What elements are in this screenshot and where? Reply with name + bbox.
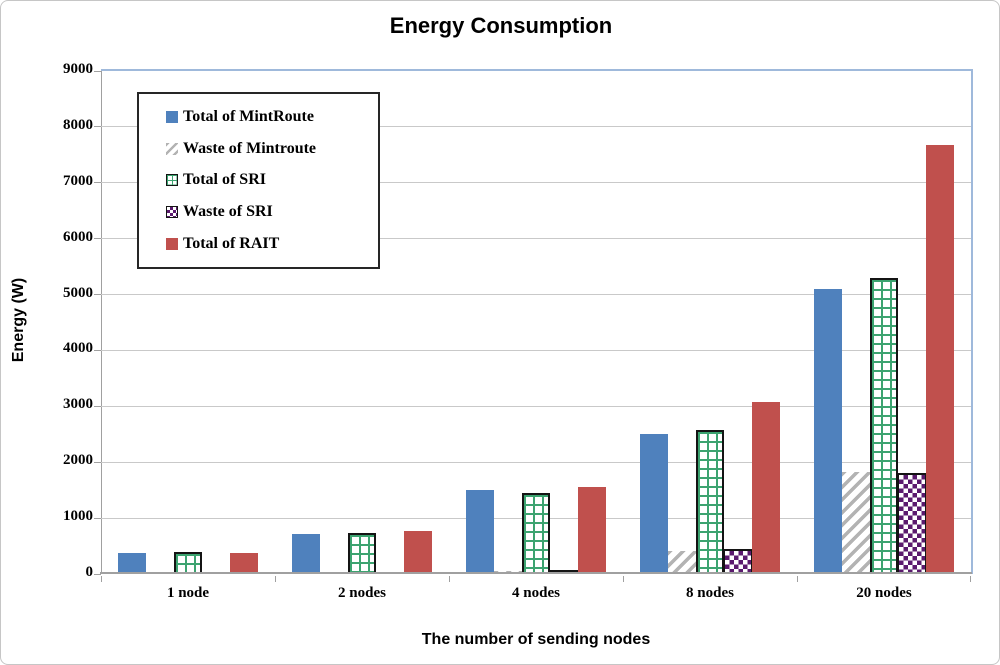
legend-swatch-solid-red-icon (166, 238, 178, 251)
legend-label: Total of RAIT (183, 235, 280, 253)
legend-item-diagonal-hatch-gray: Waste of Mintroute (166, 140, 378, 158)
x-axis-tick-0 (101, 576, 102, 582)
legend-swatch-solid-blue-icon (166, 110, 178, 123)
y-axis-tick-3000 (94, 405, 101, 407)
x-axis-line (100, 572, 972, 574)
bar-diagonal-hatch-gray-20-nodes (842, 472, 870, 574)
bar-checker-purple-8-nodes (724, 548, 752, 574)
bar-solid-blue-20-nodes (814, 288, 842, 574)
x-axis-tick-5 (970, 576, 971, 582)
x-axis-title: The number of sending nodes (421, 631, 651, 648)
legend-item-solid-blue: Total of MintRoute (166, 108, 378, 126)
y-axis-tick-1000 (94, 517, 101, 519)
y-tick-label-1000: 1000 (63, 508, 93, 525)
legend: Total of MintRoute Waste of Mintroute Tota… (137, 92, 380, 269)
y-tick-label-6000: 6000 (63, 228, 93, 245)
plot-area (94, 69, 973, 582)
y-tick-label-5000: 5000 (63, 284, 93, 301)
y-axis-tick-2000 (94, 461, 101, 463)
gridline-6000 (101, 238, 971, 240)
bar-grid-green-8-nodes (696, 430, 724, 574)
bar-solid-blue-1-node (118, 552, 146, 574)
legend-item-checker-purple: Waste of SRI (166, 203, 378, 221)
y-tick-label-9000: 9000 (63, 61, 93, 77)
legend-swatch-grid-green-icon (166, 174, 178, 187)
y-axis-tick-9000 (94, 70, 101, 72)
bar-checker-purple-4-nodes (550, 569, 578, 574)
bar-grid-green-20-nodes (870, 277, 898, 574)
y-axis-tick-8000 (94, 126, 101, 128)
y-axis-tick-4000 (94, 349, 101, 351)
bar-solid-red-2-nodes (404, 530, 432, 574)
y-tick-label-4000: 4000 (63, 340, 93, 357)
x-cat-label-1-node: 1 node (166, 585, 210, 601)
bar-solid-red-1-node (230, 552, 258, 574)
gridline-7000 (101, 182, 971, 184)
x-cat-label-4-nodes: 4 nodes (512, 585, 560, 601)
y-axis-tick-6000 (94, 238, 101, 240)
legend-label: Total of MintRoute (183, 107, 314, 125)
bar-grid-green-4-nodes (522, 492, 550, 574)
gridline-2000 (101, 461, 971, 463)
gridline-3000 (101, 405, 971, 407)
bar-grid-green-1-node (174, 551, 202, 574)
y-tick-label-7000: 7000 (63, 172, 93, 189)
y-axis-tick-0 (94, 573, 101, 575)
legend-swatch-checker-purple-icon (166, 206, 178, 219)
x-axis-tick-2 (449, 576, 450, 582)
gridline-4000 (101, 349, 971, 351)
y-axis-tick-7000 (94, 182, 101, 184)
y-tick-label-2000: 2000 (63, 452, 93, 469)
x-axis-tick-3 (623, 576, 624, 582)
bar-grid-green-2-nodes (348, 532, 376, 574)
y-tick-label-8000: 8000 (63, 116, 93, 133)
legend-label: Waste of SRI (183, 203, 273, 221)
y-tick-label-0: 0 (85, 564, 94, 580)
legend-label: Total of SRI (183, 171, 266, 189)
x-cat-label-8-nodes: 8 nodes (686, 585, 734, 601)
bar-solid-blue-8-nodes (640, 434, 668, 574)
legend-item-solid-red: Total of RAIT (166, 235, 378, 253)
y-axis-tick-5000 (94, 294, 101, 296)
bar-diagonal-hatch-gray-8-nodes (668, 550, 696, 574)
x-axis-tick-1 (275, 576, 276, 582)
x-cat-label-2-nodes: 2 nodes (338, 585, 386, 601)
bar-solid-blue-2-nodes (292, 533, 320, 574)
bar-solid-red-4-nodes (578, 487, 606, 574)
bar-solid-red-8-nodes (752, 401, 780, 574)
bar-solid-blue-4-nodes (466, 490, 494, 574)
y-axis-line (101, 71, 102, 574)
legend-label: Waste of Mintroute (183, 139, 317, 157)
x-axis-tick-4 (797, 576, 798, 582)
bar-solid-red-20-nodes (926, 144, 954, 574)
legend-swatch-diagonal-hatch-gray-icon (166, 142, 178, 155)
legend-item-grid-green: Total of SRI (166, 171, 378, 189)
chart-title: Energy Consumption (389, 13, 613, 38)
gridline-5000 (101, 294, 971, 296)
y-tick-label-3000: 3000 (63, 396, 93, 413)
bar-checker-purple-20-nodes (898, 473, 926, 574)
y-axis-title: Energy (W) (10, 277, 27, 363)
x-cat-label-20-nodes: 20 nodes (856, 585, 912, 601)
gridline-8000 (101, 126, 971, 128)
